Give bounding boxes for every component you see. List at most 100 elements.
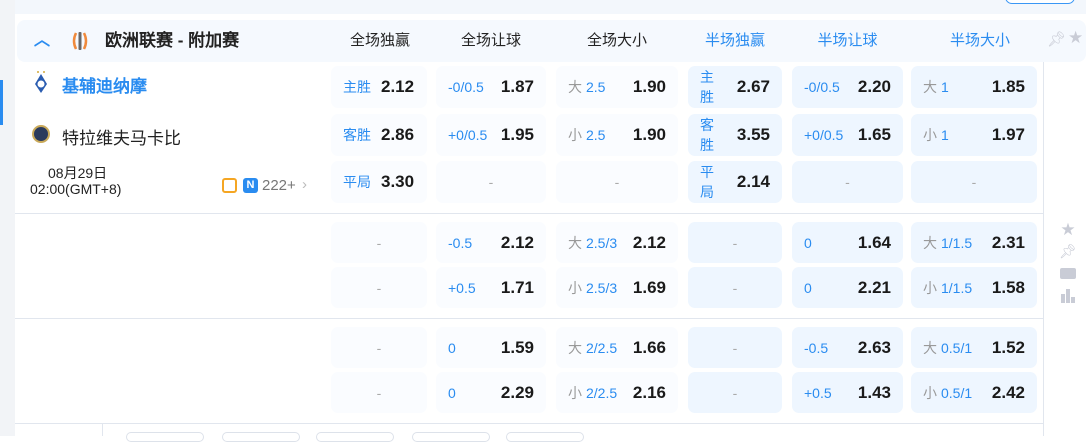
empty-odds: - bbox=[845, 174, 850, 190]
scrollbar-track[interactable] bbox=[0, 0, 15, 436]
more-markets-link[interactable]: 222+ bbox=[262, 177, 296, 194]
odds-cell: - bbox=[688, 372, 782, 413]
empty-odds: - bbox=[732, 384, 738, 401]
collapse-chevron-up-icon[interactable]: ︿ bbox=[34, 32, 51, 49]
empty-odds: - bbox=[376, 384, 382, 401]
column-header: 半场独赢 bbox=[704, 32, 765, 49]
star-header-icon[interactable]: ★ bbox=[1068, 28, 1084, 47]
odds-cell[interactable]: 客胜 3.55 bbox=[688, 114, 782, 156]
odds-value: 3.30 bbox=[381, 172, 415, 191]
outcome-label: 主胜 bbox=[343, 79, 371, 95]
odds-value: 1.58 bbox=[991, 277, 1025, 297]
odds-value: 2.63 bbox=[857, 337, 891, 357]
odds-cell[interactable]: 小 1/1.5 1.58 bbox=[911, 267, 1037, 308]
odds-cell[interactable]: 主胜 2.12 bbox=[331, 66, 427, 108]
odds-value: 1.87 bbox=[500, 77, 534, 96]
odds-cell[interactable]: +0.5 1.71 bbox=[436, 267, 546, 308]
live-schedule-icon[interactable] bbox=[222, 178, 237, 193]
odds-cell[interactable]: -0/0.5 2.20 bbox=[792, 66, 903, 108]
odds-cell[interactable]: -0/0.5 1.87 bbox=[436, 66, 546, 108]
odds-cell[interactable]: 0 1.59 bbox=[436, 327, 546, 368]
odds-value: 2.21 bbox=[857, 277, 891, 297]
home-team-name[interactable]: 基辅迪纳摩 bbox=[62, 77, 147, 96]
odds-cell[interactable]: +0/0.5 1.65 bbox=[792, 114, 903, 156]
odds-cell[interactable]: -0.5 2.63 bbox=[792, 327, 903, 368]
away-team-name[interactable]: 特拉维夫马卡比 bbox=[62, 129, 181, 148]
bottom-tab[interactable] bbox=[222, 432, 300, 442]
odds-cell[interactable]: 小 2.5 1.90 bbox=[556, 114, 678, 156]
odds-cell[interactable]: 0 1.64 bbox=[792, 222, 903, 263]
stats-bar-chart-icon[interactable] bbox=[1061, 289, 1076, 303]
handicap-line: 2.5 bbox=[586, 127, 606, 143]
over-under-label: 小 bbox=[923, 279, 937, 296]
column-header: 半场让球 bbox=[817, 32, 878, 49]
handicap-line: 1 bbox=[941, 127, 949, 143]
over-under-label: 小 bbox=[568, 279, 582, 296]
bottom-tab[interactable] bbox=[316, 432, 394, 442]
empty-odds: - bbox=[614, 174, 620, 190]
odds-cell: - bbox=[688, 222, 782, 263]
odds-value: 2.42 bbox=[991, 382, 1025, 402]
scrollbar-thumb[interactable] bbox=[0, 80, 3, 125]
odds-cell[interactable]: 小 0.5/1 2.42 bbox=[911, 372, 1037, 413]
odds-cell[interactable]: 小 2.5/3 1.69 bbox=[556, 267, 678, 308]
odds-cell[interactable]: 大 2.5/3 2.12 bbox=[556, 222, 678, 263]
handicap-line: 0 bbox=[804, 279, 812, 296]
odds-value: 1.52 bbox=[991, 337, 1025, 357]
bottom-tab[interactable] bbox=[412, 432, 490, 442]
side-divider bbox=[1043, 62, 1044, 436]
pin-header-icon[interactable]: 📌︎ bbox=[1047, 31, 1067, 48]
neutral-badge: N bbox=[243, 178, 258, 193]
odds-cell[interactable]: +0.5 1.43 bbox=[792, 372, 903, 413]
odds-cell[interactable]: 0 2.29 bbox=[436, 372, 546, 413]
over-under-label: 小 bbox=[923, 384, 937, 401]
empty-odds: - bbox=[488, 174, 494, 190]
home-team-logo bbox=[34, 70, 48, 94]
match-time: 02:00(GMT+8) bbox=[30, 181, 122, 197]
score-icon[interactable] bbox=[1060, 268, 1076, 279]
odds-cell[interactable]: -0.5 2.12 bbox=[436, 222, 546, 263]
odds-cell[interactable]: 客胜 2.86 bbox=[331, 114, 427, 156]
odds-value: 1.90 bbox=[632, 125, 666, 144]
odds-cell[interactable]: 大 2/2.5 1.66 bbox=[556, 327, 678, 368]
group-divider bbox=[15, 318, 1043, 319]
handicap-line: 0.5/1 bbox=[941, 339, 973, 356]
odds-value: 2.86 bbox=[381, 125, 415, 144]
outcome-label: 客胜 bbox=[700, 117, 714, 153]
pin-icon[interactable]: 📌︎ bbox=[1059, 243, 1077, 259]
odds-cell[interactable]: 大 1 1.85 bbox=[911, 66, 1037, 108]
odds-value: 2.12 bbox=[632, 232, 666, 252]
odds-cell: - bbox=[688, 327, 782, 368]
chevron-right-icon[interactable]: › bbox=[302, 176, 307, 193]
previous-section-strip bbox=[15, 0, 1086, 14]
odds-value: 2.12 bbox=[500, 232, 534, 252]
empty-odds: - bbox=[732, 339, 738, 356]
over-under-label: 大 bbox=[923, 339, 937, 356]
bottom-tab[interactable] bbox=[126, 432, 204, 442]
handicap-line: 2/2.5 bbox=[586, 384, 618, 401]
handicap-line: +0.5 bbox=[448, 279, 476, 296]
odds-cell[interactable]: 大 0.5/1 1.52 bbox=[911, 327, 1037, 368]
odds-cell[interactable]: 小 1 1.97 bbox=[911, 114, 1037, 156]
odds-cell[interactable]: 平局 3.30 bbox=[331, 161, 427, 203]
europa-league-trophy-icon bbox=[70, 30, 90, 52]
odds-cell: - bbox=[792, 161, 903, 203]
odds-cell[interactable]: +0/0.5 1.95 bbox=[436, 114, 546, 156]
top-button[interactable] bbox=[1005, 0, 1075, 4]
odds-cell[interactable]: 大 2.5 1.90 bbox=[556, 66, 678, 108]
bottom-divider bbox=[102, 423, 103, 436]
empty-odds: - bbox=[376, 339, 382, 356]
over-under-label: 大 bbox=[568, 339, 582, 356]
odds-cell[interactable]: 0 2.21 bbox=[792, 267, 903, 308]
handicap-line: +0/0.5 bbox=[804, 127, 844, 143]
odds-value: 1.65 bbox=[857, 125, 891, 144]
odds-cell[interactable]: 小 2/2.5 2.16 bbox=[556, 372, 678, 413]
bottom-tab[interactable] bbox=[506, 432, 584, 442]
odds-cell[interactable]: 大 1/1.5 2.31 bbox=[911, 222, 1037, 263]
odds-cell[interactable]: 平局 2.14 bbox=[688, 161, 782, 203]
column-header: 全场独赢 bbox=[349, 32, 410, 49]
odds-value: 2.20 bbox=[857, 77, 891, 96]
odds-value: 1.95 bbox=[500, 125, 534, 144]
odds-cell[interactable]: 主胜 2.67 bbox=[688, 66, 782, 108]
favorite-star-icon[interactable]: ★ bbox=[1060, 220, 1076, 239]
